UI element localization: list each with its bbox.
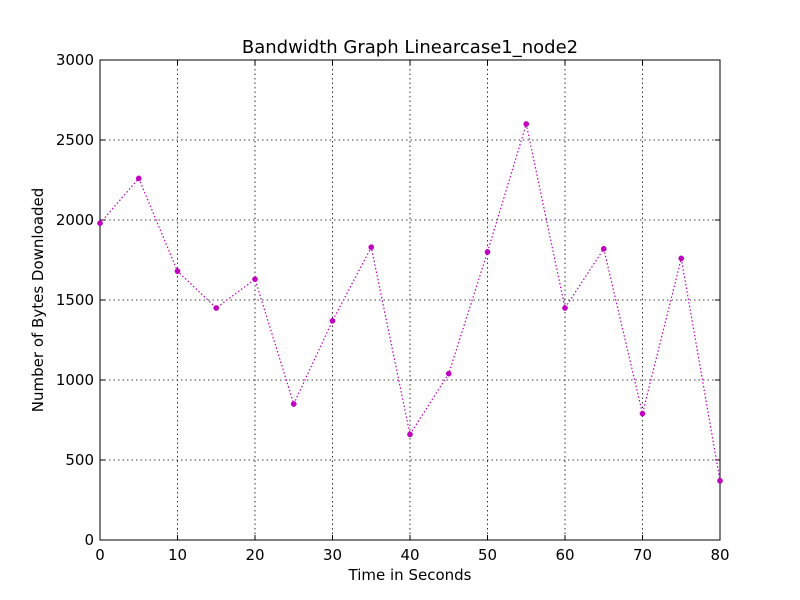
y-tick-label: 500 [65, 451, 94, 469]
grid [100, 60, 720, 540]
x-tick-label: 60 [555, 546, 574, 564]
x-tick-label: 10 [168, 546, 187, 564]
x-tick-label: 20 [245, 546, 264, 564]
data-point [717, 477, 723, 484]
x-tick-label: 30 [323, 546, 342, 564]
data-point [174, 268, 181, 275]
series-line [99, 123, 721, 481]
data-point [290, 401, 297, 407]
y-tick-label: 1000 [56, 371, 94, 389]
data-point [562, 305, 568, 311]
x-tick-label: 50 [478, 546, 497, 564]
x-tick-label: 80 [710, 546, 729, 564]
y-tick-label: 3000 [56, 51, 94, 69]
data-point [523, 121, 530, 127]
data-point [600, 245, 607, 252]
y-tick-label: 1500 [56, 291, 94, 309]
data-point [135, 175, 142, 182]
x-tick-label: 40 [400, 546, 419, 564]
y-tick-label: 2000 [56, 211, 94, 229]
data-point [678, 255, 685, 262]
y-tick-label: 0 [84, 531, 94, 549]
x-tick-label: 0 [95, 546, 105, 564]
data-point [445, 370, 452, 377]
data-point [97, 220, 103, 227]
data-point [368, 244, 375, 251]
y-tick-label: 2500 [56, 131, 94, 149]
data-point [213, 305, 220, 311]
data-point [484, 249, 491, 255]
data-point [252, 276, 258, 283]
x-axis-title: Time in Seconds [348, 566, 472, 584]
x-tick-label: 70 [633, 546, 652, 564]
axis-ticks: 0 10 20 30 40 50 60 70 80 0 500 1000 1500 2000 2500 300… [56, 51, 730, 564]
data-point [407, 431, 413, 438]
data-point [639, 410, 646, 417]
y-axis-title: Number of Bytes Downloaded [29, 188, 47, 412]
data-point [329, 317, 336, 324]
chart-title: Bandwidth Graph Linearcase1_node2 [242, 37, 578, 58]
series [97, 121, 723, 484]
